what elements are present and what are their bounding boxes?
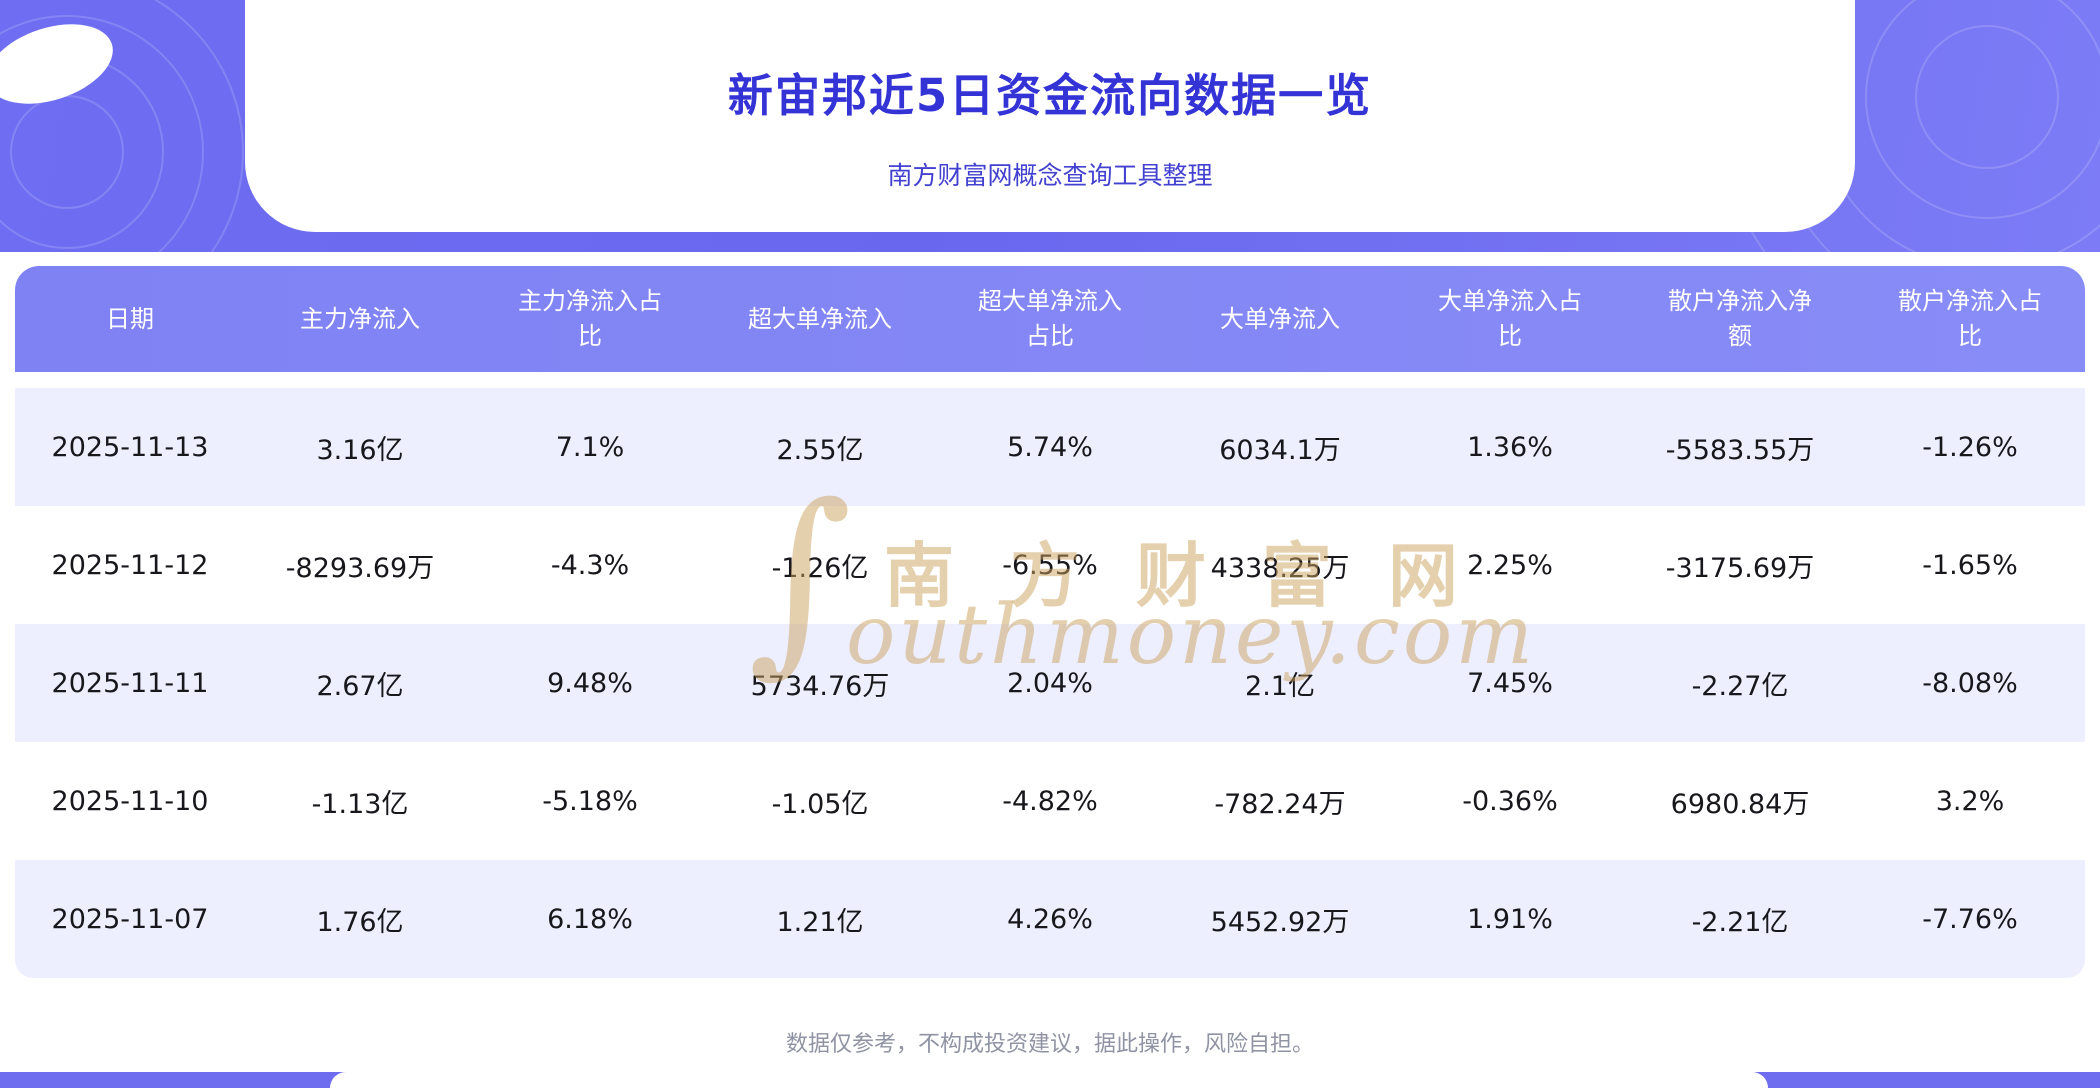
value-cell: -2.21亿 (1691, 906, 1789, 938)
date-cell: 2025-11-12 (51, 549, 209, 581)
value-cell: 4.26% (1007, 903, 1093, 935)
value-cell: -4.82% (1002, 785, 1098, 817)
value-cell: -8293.69万 (285, 552, 435, 584)
value-cell: 2.25% (1467, 549, 1553, 581)
column-header: 散户净流入净额 (1668, 287, 1812, 350)
value-cell: 7.45% (1467, 667, 1553, 699)
value-cell: 3.16亿 (316, 434, 404, 466)
value-cell: 2.1亿 (1245, 670, 1315, 702)
value-cell: 6034.1万 (1219, 434, 1341, 466)
banner: 新宙邦近5日资金流向数据一览 南方财富网概念查询工具整理 (0, 0, 2100, 252)
value-cell: -2.27亿 (1691, 670, 1789, 702)
table-body: 2025-11-13 3.16亿 7.1% 2.55亿 5.74% 6034.1万 1.36… (15, 388, 2085, 978)
value-cell: 5734.76万 (750, 670, 890, 702)
value-cell: 2.67亿 (316, 670, 404, 702)
table-row: 2025-11-13 3.16亿 7.1% 2.55亿 5.74% 6034.1万 1.36… (15, 388, 2085, 506)
value-cell: -0.36% (1462, 785, 1558, 817)
column-header: 主力净流入占比 (518, 287, 662, 350)
bottom-strip-card (330, 1072, 1768, 1088)
value-cell: -1.05亿 (771, 788, 869, 820)
value-cell: -1.26% (1922, 431, 2018, 463)
banner-card: 新宙邦近5日资金流向数据一览 南方财富网概念查询工具整理 (245, 0, 1855, 232)
table-row: 2025-11-10 -1.13亿 -5.18% -1.05亿 -4.82% -782.2… (15, 742, 2085, 860)
value-cell: 4338.25万 (1210, 552, 1350, 584)
bottom-strip (0, 1072, 2100, 1088)
table-header-row: 日期 主力净流入 主力净流入占比 超大单净流入 超大单净流入占比 大单净流入 大单净流入占比… (15, 266, 2085, 372)
value-cell: -1.26亿 (771, 552, 869, 584)
value-cell: -3175.69万 (1665, 552, 1815, 584)
table-row: 2025-11-07 1.76亿 6.18% 1.21亿 4.26% 5452.92万 1.… (15, 860, 2085, 978)
page-subtitle: 南方财富网概念查询工具整理 (887, 161, 1213, 190)
value-cell: 6980.84万 (1670, 788, 1810, 820)
date-cell: 2025-11-07 (51, 903, 209, 935)
value-cell: -8.08% (1922, 667, 2018, 699)
value-cell: 9.48% (547, 667, 633, 699)
value-cell: -782.24万 (1214, 788, 1346, 820)
date-cell: 2025-11-13 (51, 431, 209, 463)
value-cell: -1.13亿 (311, 788, 409, 820)
value-cell: 3.2% (1935, 785, 2005, 817)
value-cell: -5.18% (542, 785, 638, 817)
column-header: 主力净流入 (300, 304, 420, 333)
value-cell: -6.55% (1002, 549, 1098, 581)
page-title: 新宙邦近5日资金流向数据一览 (727, 69, 1373, 122)
table-row: 2025-11-11 2.67亿 9.48% 5734.76万 2.04% 2.1亿 7.4… (15, 624, 2085, 742)
column-header: 超大单净流入占比 (978, 287, 1122, 350)
value-cell: 1.91% (1467, 903, 1553, 935)
value-cell: -7.76% (1922, 903, 2018, 935)
date-cell: 2025-11-10 (51, 785, 209, 817)
value-cell: 1.21亿 (776, 906, 864, 938)
value-cell: 5452.92万 (1210, 906, 1350, 938)
column-header: 大单净流入 (1220, 304, 1340, 333)
value-cell: 5.74% (1007, 431, 1093, 463)
value-cell: 1.36% (1467, 431, 1553, 463)
value-cell: 7.1% (555, 431, 625, 463)
column-header: 散户净流入占比 (1898, 287, 2042, 350)
value-cell: 2.04% (1007, 667, 1093, 699)
column-header: 超大单净流入 (748, 304, 892, 333)
fund-flow-table: 日期 主力净流入 主力净流入占比 超大单净流入 超大单净流入占比 大单净流入 大单净流入占比… (15, 266, 2085, 978)
value-cell: -5583.55万 (1665, 434, 1815, 466)
value-cell: 6.18% (547, 903, 633, 935)
column-header: 大单净流入占比 (1438, 287, 1582, 350)
date-cell: 2025-11-11 (51, 667, 209, 699)
disclaimer-text: 数据仅参考，不构成投资建议，据此操作，风险自担。 (785, 1032, 1314, 1057)
column-header: 日期 (106, 304, 154, 333)
table-row: 2025-11-12 -8293.69万 -4.3% -1.26亿 -6.55% 4338… (15, 506, 2085, 624)
value-cell: 2.55亿 (776, 434, 864, 466)
value-cell: 1.76亿 (316, 906, 404, 938)
value-cell: -1.65% (1922, 549, 2018, 581)
value-cell: -4.3% (550, 549, 630, 581)
